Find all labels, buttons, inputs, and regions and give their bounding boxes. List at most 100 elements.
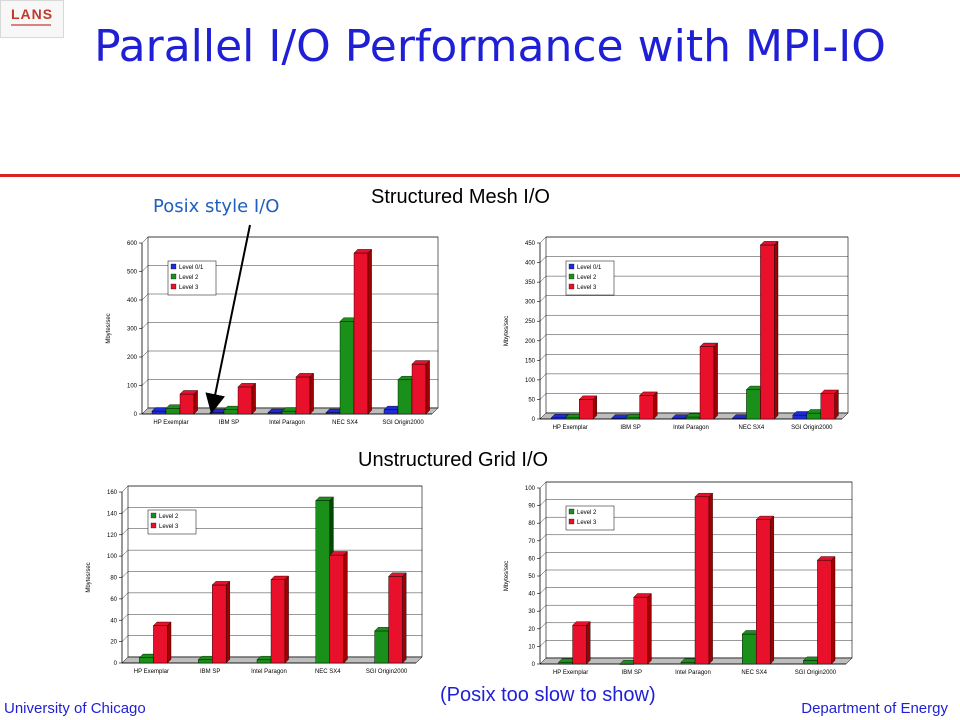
gridline-diag <box>539 354 547 361</box>
gridline-diag <box>539 393 547 400</box>
y-tick-label: 200 <box>525 339 536 345</box>
x-tick-label: IBM SP <box>219 420 239 426</box>
gridline-diag <box>141 350 149 358</box>
bar <box>699 342 719 420</box>
legend-label: Level 2 <box>159 514 179 520</box>
gridline-diag <box>539 517 547 524</box>
y-tick-label: 400 <box>525 261 536 267</box>
x-tick-label: HP Exemplar <box>553 670 588 676</box>
lans-logo: LANS <box>0 0 64 38</box>
bar-front <box>756 519 771 665</box>
unstructured-grid-heading: Unstructured Grid I/O <box>358 449 549 471</box>
gridline-diag <box>539 373 547 381</box>
y-tick-label: 0 <box>532 662 536 668</box>
gridline-diag <box>539 256 547 263</box>
bar <box>270 575 290 664</box>
bar-front <box>329 554 345 664</box>
legend-swatch <box>170 283 177 290</box>
x-tick-label: NEC SX4 <box>741 670 767 676</box>
x-tick-label: IBM SP <box>200 669 220 675</box>
bar-side <box>251 382 256 415</box>
gridline-diag <box>539 334 547 341</box>
legend-swatch <box>568 518 575 525</box>
legend-label: Level 3 <box>577 520 597 526</box>
legend-label: Level 3 <box>179 285 199 291</box>
bar <box>179 389 199 415</box>
posix-annotation: Posix style I/O <box>153 196 280 217</box>
gridline-diag <box>539 569 547 577</box>
bar-side <box>167 621 172 664</box>
y-tick-label: 40 <box>110 618 117 624</box>
y-tick-label: 80 <box>110 576 117 582</box>
bar <box>633 593 652 665</box>
bar-front <box>339 321 355 415</box>
bar-front <box>699 346 715 420</box>
legend-label: Level 0/1 <box>577 265 602 271</box>
legend-label: Level 2 <box>577 275 597 281</box>
bar-front <box>270 579 286 664</box>
y-tick-label: 10 <box>528 644 535 650</box>
x-tick-label: Intel Paragon <box>675 670 711 676</box>
bar <box>572 621 591 665</box>
bar <box>329 550 348 664</box>
bar-side <box>713 342 718 420</box>
bar <box>816 556 836 665</box>
gridline-diag <box>539 640 547 647</box>
legend-swatch <box>170 273 177 280</box>
bar-side <box>586 621 591 665</box>
bar-side <box>834 389 839 420</box>
x-tick-label: SGI Origin2000 <box>791 425 833 431</box>
bar <box>152 621 172 664</box>
bar-front <box>760 244 775 420</box>
y-tick-label: 70 <box>528 539 535 545</box>
y-tick-label: 100 <box>525 378 536 384</box>
y-tick-label: 50 <box>528 574 535 580</box>
y-tick-label: 350 <box>525 280 536 286</box>
bar-front <box>353 252 369 415</box>
bar-side <box>708 492 713 665</box>
x-tick-label: IBM SP <box>622 670 642 676</box>
bar-front <box>325 412 341 415</box>
y-tick-label: 0 <box>114 661 118 667</box>
bar-front <box>746 389 761 420</box>
gridline-diag <box>141 407 149 415</box>
x-tick-label: Intel Paragon <box>673 425 709 431</box>
bar-front <box>639 395 654 420</box>
y-tick-label: 400 <box>127 298 138 304</box>
bar-front <box>267 412 283 415</box>
legend-swatch <box>568 508 575 515</box>
bar-front <box>817 559 832 665</box>
x-tick-label: SGI Origin2000 <box>382 420 424 426</box>
gridline-diag <box>539 587 547 594</box>
bar-front <box>633 596 649 665</box>
legend-label: Level 3 <box>159 524 179 530</box>
bar-side <box>647 593 652 665</box>
gridline-diag <box>539 275 547 283</box>
bar-side <box>367 248 372 415</box>
bar-front <box>281 410 297 415</box>
bar-front <box>151 410 167 415</box>
y-tick-label: 600 <box>127 241 138 247</box>
y-tick-label: 200 <box>127 355 138 361</box>
gridline-diag <box>121 614 129 621</box>
y-tick-label: 60 <box>528 556 535 562</box>
bar-front <box>374 630 389 664</box>
chart-svg: 0 100 200 300 400 500 600 Mbytes/sec HP Exemplar… <box>106 236 439 426</box>
bar-front <box>572 625 587 665</box>
y-tick-label: 40 <box>528 592 535 598</box>
bar-side <box>402 572 407 664</box>
bar-front <box>223 409 239 415</box>
bar-front <box>694 496 710 665</box>
legend-swatch <box>568 283 575 290</box>
gridline-diag <box>141 322 149 329</box>
x-tick-label: Intel Paragon <box>251 669 287 675</box>
gridline-diag <box>539 657 547 665</box>
gridline-diag <box>539 552 547 559</box>
chart-svg: 0 20 40 60 80 100 120 140 160 Mbytes/sec HP Exempl… <box>86 485 423 675</box>
y-tick-label: 160 <box>107 490 118 496</box>
y-tick-label: 250 <box>525 319 536 325</box>
bar-front <box>397 379 413 415</box>
chart-unstructured-a: 0 20 40 60 80 100 120 140 160 Mbytes/sec HP Exempl… <box>80 484 430 679</box>
y-tick-label: 90 <box>528 504 535 510</box>
bar-side <box>284 575 289 664</box>
